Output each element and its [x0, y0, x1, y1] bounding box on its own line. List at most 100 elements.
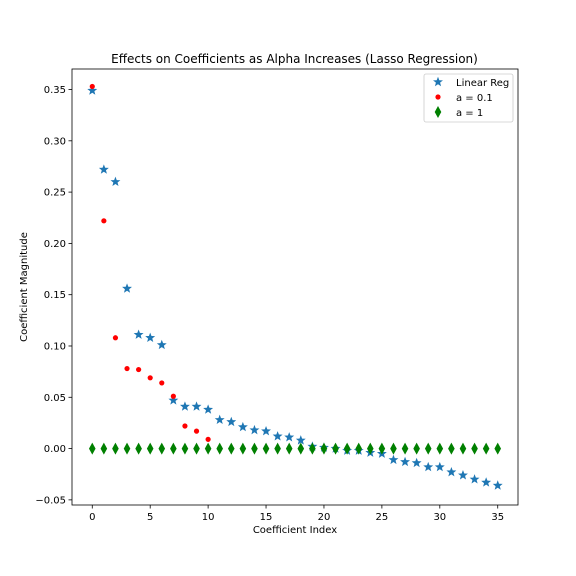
data-point-thin_diamond: [471, 442, 478, 455]
data-point-thin_diamond: [366, 442, 374, 455]
data-point-thin_diamond: [88, 442, 96, 455]
data-point-thin_diamond: [204, 442, 212, 455]
data-point-thin_diamond: [123, 442, 131, 455]
chart-title: Effects on Coefficients as Alpha Increas…: [111, 52, 478, 66]
data-point-circle: [147, 375, 153, 381]
y-tick-label: 0.30: [44, 136, 66, 147]
data-point-thin_diamond: [239, 442, 247, 455]
data-point-thin_diamond: [170, 442, 177, 455]
x-axis: 0 5 10 15 20 25 30 35: [89, 505, 504, 523]
data-point-circle: [101, 218, 107, 224]
data-point-thin_diamond: [448, 442, 455, 455]
y-tick-label: −0.05: [35, 495, 66, 506]
y-tick-label: 0.05: [44, 393, 66, 404]
x-tick-label: 25: [376, 512, 389, 523]
data-point-thin_diamond: [482, 442, 490, 455]
data-point-thin_diamond: [262, 442, 270, 455]
data-point-star: [411, 457, 422, 468]
y-tick-label: 0.00: [44, 444, 66, 455]
y-tick-label: 0.10: [44, 341, 66, 352]
legend-markers: [433, 76, 443, 118]
data-point-star: [446, 466, 457, 477]
data-point-star: [168, 395, 179, 405]
data-point-star: [284, 432, 295, 442]
data-point-star: [87, 85, 98, 95]
x-tick-label: 30: [433, 512, 446, 523]
data-point-star: [180, 401, 190, 411]
data-point-thin_diamond: [343, 442, 351, 455]
x-tick-label: 5: [147, 512, 153, 523]
data-point-star: [492, 480, 503, 490]
data-point-thin_diamond: [135, 442, 142, 455]
data-point-thin_diamond: [436, 442, 444, 455]
data-point-star: [237, 421, 248, 432]
data-point-star: [261, 425, 271, 436]
data-point-circle: [170, 393, 176, 399]
data-point-circle: [89, 83, 95, 90]
data-point-star: [295, 435, 306, 445]
legend-box: [423, 73, 514, 123]
data-point-star: [203, 404, 214, 414]
data-point-thin_diamond: [424, 442, 432, 455]
data-point-thin_diamond: [459, 442, 467, 455]
data-point-star: [272, 431, 283, 441]
series-2: [88, 442, 502, 455]
data-point-thin_diamond: [100, 442, 108, 455]
marks-layer: [87, 83, 503, 490]
data-point-star: [249, 424, 260, 435]
data-point-star: [400, 456, 410, 467]
data-point-star: [156, 339, 167, 350]
x-tick-label: 0: [89, 512, 95, 523]
data-point-thin_diamond: [332, 442, 339, 455]
x-tick-label: 20: [318, 512, 331, 523]
legend-marker-circle: [435, 94, 441, 100]
legend-label-a-0-1: a = 0.1: [456, 93, 493, 104]
data-point-star: [122, 283, 132, 293]
legend-label-linear-reg: Linear Reg: [456, 78, 509, 89]
y-tick-label: 0.15: [44, 290, 66, 301]
data-point-thin_diamond: [355, 442, 363, 455]
data-point-thin_diamond: [494, 442, 502, 455]
data-point-star: [481, 477, 492, 487]
data-point-thin_diamond: [390, 442, 397, 455]
data-point-thin_diamond: [193, 442, 200, 455]
data-point-circle: [193, 428, 200, 434]
data-point-circle: [159, 380, 165, 386]
x-tick-label: 15: [260, 512, 273, 523]
data-point-star: [110, 176, 121, 187]
data-point-thin_diamond: [158, 442, 166, 455]
axes-frame: [71, 68, 519, 506]
data-point-star: [388, 454, 399, 465]
y-axis-label: Coefficient Magnitude: [19, 232, 30, 342]
axes-background: [72, 69, 518, 505]
data-point-star: [145, 332, 156, 342]
y-tick-label: 0.20: [44, 239, 66, 250]
data-point-star: [191, 401, 202, 411]
data-point-star: [469, 474, 480, 484]
data-point-star: [458, 470, 468, 480]
y-tick-label: 0.25: [44, 188, 66, 199]
data-point-thin_diamond: [297, 442, 305, 455]
legend-marker-thin_diamond: [434, 106, 442, 118]
data-point-circle: [124, 365, 130, 372]
data-point-thin_diamond: [251, 442, 258, 455]
data-point-star: [98, 164, 109, 174]
data-point-thin_diamond: [227, 442, 235, 455]
data-point-star: [133, 329, 144, 339]
data-point-thin_diamond: [274, 442, 281, 455]
legend-marker-star: [433, 76, 443, 87]
data-point-thin_diamond: [146, 442, 154, 455]
data-point-thin_diamond: [216, 442, 224, 455]
legend-label-a-1: a = 1: [456, 108, 483, 119]
data-point-circle: [205, 436, 211, 442]
data-point-thin_diamond: [401, 442, 409, 455]
data-point-thin_diamond: [320, 442, 328, 455]
data-point-thin_diamond: [309, 442, 316, 455]
data-point-star: [434, 461, 445, 472]
data-point-thin_diamond: [413, 442, 420, 455]
x-axis-label: Coefficient Index: [253, 525, 337, 536]
data-point-circle: [182, 423, 188, 429]
legend: Linear Reg a = 0.1 a = 1: [423, 73, 514, 123]
x-tick-label: 10: [202, 512, 215, 523]
